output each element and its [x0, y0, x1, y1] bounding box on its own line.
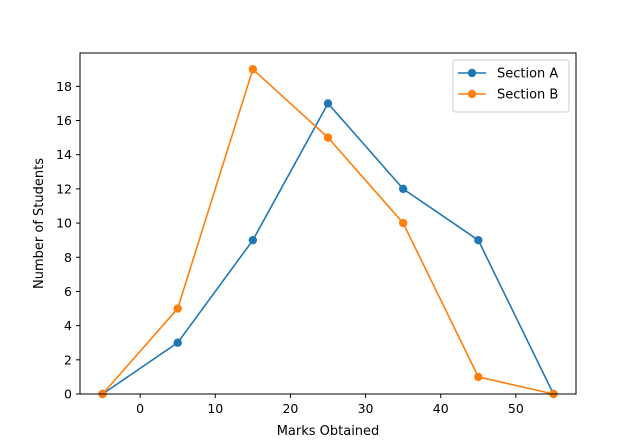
- data-point-section-a: [173, 338, 182, 347]
- series-line-section-a: [102, 102, 555, 395]
- x-tick-label: 40: [433, 401, 449, 416]
- y-tick-label: 8: [64, 250, 72, 265]
- data-point-section-a: [323, 99, 333, 108]
- x-tick-label: 0: [136, 401, 144, 416]
- y-tick-label: 14: [56, 147, 72, 162]
- y-tick-label: 0: [64, 387, 72, 402]
- x-tick-label: 10: [207, 401, 223, 416]
- data-point-section-b: [398, 218, 408, 228]
- data-point-section-b: [323, 133, 333, 142]
- data-point-section-b: [474, 372, 483, 382]
- legend-marker-section-b: [467, 89, 477, 99]
- y-tick-label: 6: [64, 284, 72, 299]
- x-tick-label: 20: [282, 401, 298, 416]
- y-tick-label: 10: [56, 216, 72, 231]
- data-point-section-a: [474, 235, 483, 245]
- y-tick-label: 4: [64, 318, 72, 333]
- data-point-section-b: [173, 304, 182, 313]
- x-axis-label: Marks Obtained: [277, 424, 380, 439]
- data-point-section-a: [248, 235, 258, 245]
- plot-frame: [79, 52, 577, 395]
- legend-label-section-b: Section B: [497, 88, 558, 103]
- data-point-section-a: [398, 184, 408, 194]
- x-tick-label: 30: [358, 401, 374, 416]
- y-tick-label: 18: [56, 79, 72, 94]
- legend: Section A Section B: [452, 59, 570, 113]
- y-axis-label: Number of Students: [32, 158, 47, 289]
- y-tick-label: 12: [56, 181, 72, 196]
- series-layer: [98, 65, 558, 399]
- data-point-section-b: [248, 65, 258, 74]
- legend-label-section-a: Section A: [497, 67, 558, 82]
- x-tick-label: 50: [508, 401, 524, 416]
- y-tick-label: 16: [56, 113, 72, 128]
- legend-marker-section-a: [467, 68, 477, 78]
- y-tick-label: 2: [64, 352, 72, 367]
- series-line-section-b: [101, 67, 554, 395]
- axis-ticks: 0 10 20 30 40 50 0 2 4 6 8 10 12 14 16 18: [56, 79, 524, 416]
